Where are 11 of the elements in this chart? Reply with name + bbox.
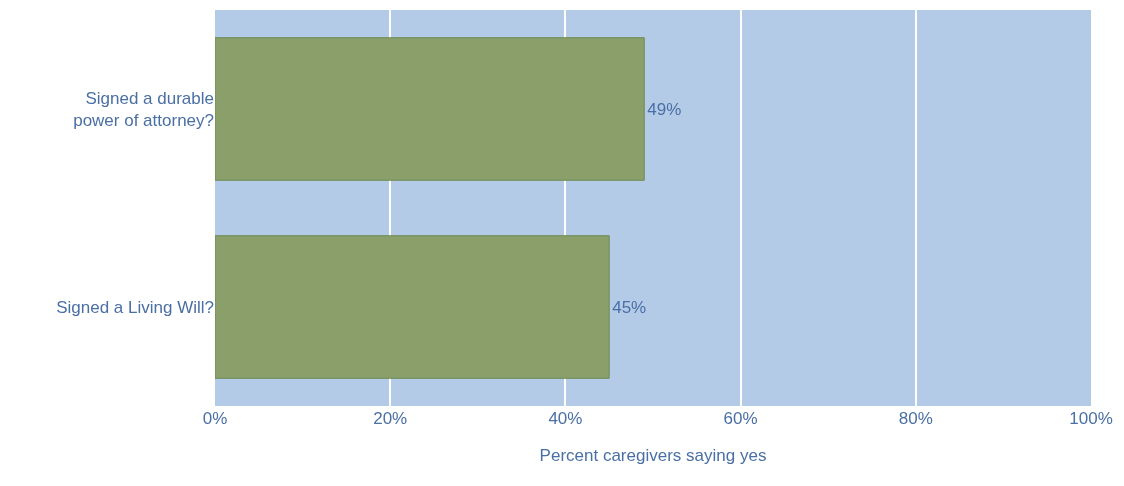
x-tick-label: 40% [548,409,583,428]
data-label: 49% [647,99,682,119]
x-tick-label: 80% [898,409,933,428]
y-tick-label: Signed a durable power of attorney? [73,88,214,130]
x-tick-label: 100% [1069,409,1113,428]
x-axis-title: Percent caregivers saying yes [539,446,767,466]
x-tick-label: 60% [723,409,758,428]
x-tick-label: 0% [202,409,228,428]
data-label: 45% [612,297,647,317]
y-tick-label: Signed a Living Will? [56,297,214,317]
x-tick-label: 20% [373,409,408,428]
